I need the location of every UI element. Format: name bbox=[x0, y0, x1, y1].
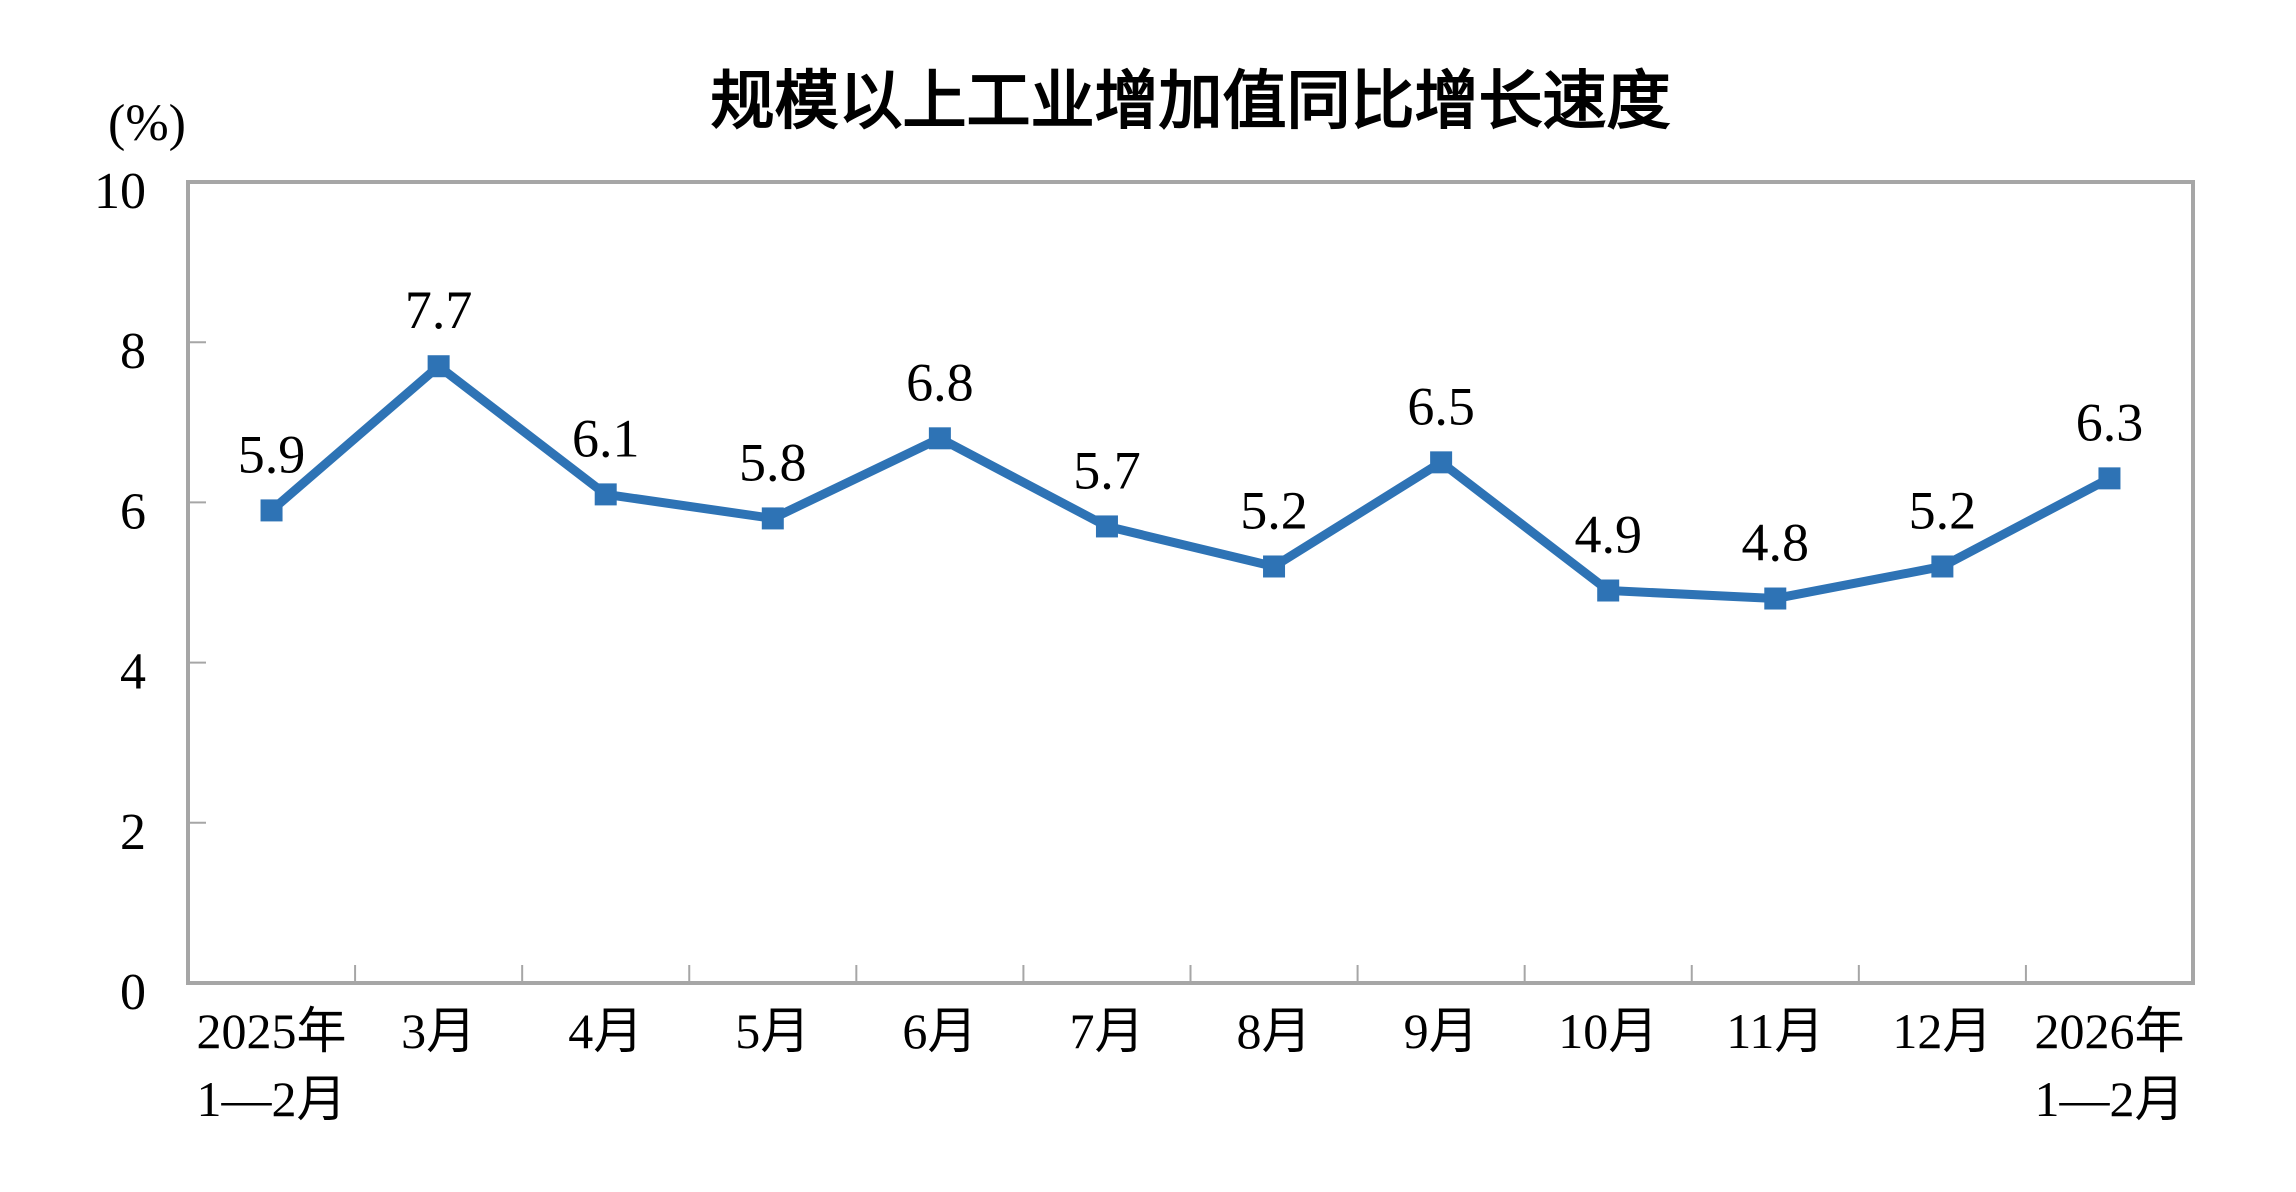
data-point-marker bbox=[1263, 555, 1286, 578]
data-point-label: 6.1 bbox=[572, 408, 640, 468]
x-axis-category-label: 7月 bbox=[1069, 1003, 1144, 1059]
data-point-label: 6.8 bbox=[906, 352, 974, 412]
x-axis-category-label: 5月 bbox=[735, 1003, 810, 1059]
plot-border bbox=[186, 180, 2195, 985]
data-point-marker bbox=[1764, 587, 1787, 610]
y-axis-unit-label: (%) bbox=[108, 95, 186, 152]
data-point-label: 5.9 bbox=[238, 424, 306, 484]
x-axis-category-label: 2025年 1—2月 bbox=[197, 1003, 347, 1127]
data-point-marker bbox=[1597, 579, 1620, 602]
x-axis-category-label: 6月 bbox=[902, 1003, 977, 1059]
x-axis-category-label: 10月 bbox=[1558, 1003, 1658, 1059]
data-point-marker bbox=[761, 507, 784, 530]
x-axis-category-label: 12月 bbox=[1892, 1003, 1992, 1059]
data-point-marker bbox=[594, 483, 617, 506]
data-point-label: 7.7 bbox=[405, 280, 473, 340]
data-point-label: 4.9 bbox=[1574, 505, 1642, 565]
data-point-marker bbox=[427, 355, 450, 378]
data-point-marker bbox=[1095, 515, 1118, 538]
data-point-marker bbox=[1430, 451, 1453, 474]
y-axis-tick-label: 10 bbox=[94, 163, 146, 220]
x-axis-category-label: 3月 bbox=[401, 1003, 476, 1059]
data-point-label: 5.2 bbox=[1909, 480, 1977, 540]
chart-title: 规模以上工业增加值同比增长速度 bbox=[710, 65, 1671, 137]
y-axis-tick-label: 8 bbox=[120, 323, 146, 380]
y-axis-tick-label: 6 bbox=[120, 483, 146, 540]
data-point-label: 4.8 bbox=[1742, 513, 1810, 573]
data-point-label: 5.2 bbox=[1240, 480, 1308, 540]
data-point-marker bbox=[2098, 467, 2121, 490]
data-point-marker bbox=[1931, 555, 1954, 578]
y-axis-tick-label: 0 bbox=[120, 964, 146, 1021]
data-point-label: 5.7 bbox=[1073, 440, 1141, 500]
data-point-label: 6.5 bbox=[1407, 376, 1475, 436]
data-series-line bbox=[268, 360, 2112, 604]
y-axis-tick-label: 4 bbox=[120, 644, 146, 701]
data-point-marker bbox=[260, 499, 283, 522]
data-point-label: 5.8 bbox=[739, 432, 807, 492]
data-point-marker bbox=[928, 427, 951, 450]
x-axis-category-label: 2026年 1—2月 bbox=[2034, 1003, 2184, 1127]
y-axis-tick-label: 2 bbox=[120, 804, 146, 861]
x-axis-category-label: 8月 bbox=[1237, 1003, 1312, 1059]
data-point-label: 6.3 bbox=[2076, 392, 2144, 452]
x-axis-category-label: 9月 bbox=[1404, 1003, 1479, 1059]
x-axis-category-label: 11月 bbox=[1726, 1003, 1824, 1059]
x-axis-category-label: 4月 bbox=[568, 1003, 643, 1059]
